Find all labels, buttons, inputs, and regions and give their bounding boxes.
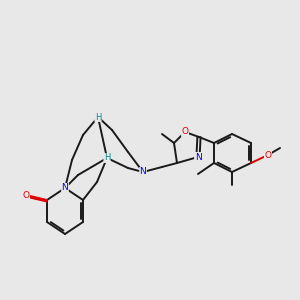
Text: N: N	[140, 167, 146, 176]
Text: O: O	[22, 191, 29, 200]
Text: H: H	[95, 112, 101, 122]
Text: O: O	[182, 128, 188, 136]
Text: O: O	[265, 151, 272, 160]
Text: H: H	[104, 154, 110, 163]
Text: N: N	[195, 152, 201, 161]
Text: N: N	[61, 184, 68, 193]
